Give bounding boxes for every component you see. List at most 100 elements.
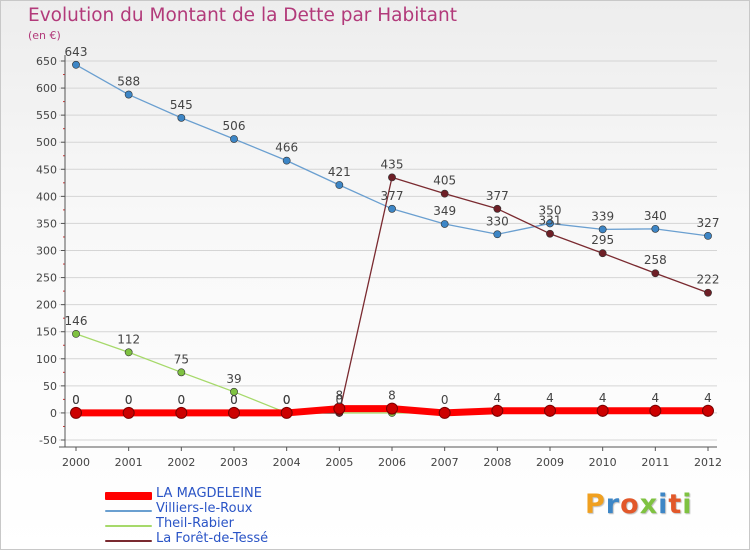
- data-label: 146: [65, 314, 88, 328]
- data-label: 377: [381, 189, 404, 203]
- data-label: 506: [223, 119, 246, 133]
- logo-letter: P: [585, 489, 606, 520]
- legend-label-foret: La Forêt-de-Tessé: [156, 531, 269, 546]
- x-tick-label: 2009: [536, 456, 564, 469]
- data-label: 4: [704, 391, 712, 405]
- data-label: 330: [486, 214, 509, 228]
- data-label: 0: [283, 393, 291, 407]
- data-point: [228, 406, 240, 419]
- x-tick-label: 2011: [641, 456, 669, 469]
- legend-item-magdeleine: LA MAGDELEINE: [105, 486, 262, 503]
- x-tick-label: 2001: [115, 456, 143, 469]
- data-label: 0: [178, 393, 186, 407]
- x-tick-label: 2004: [273, 456, 301, 469]
- data-label: 0: [283, 393, 291, 407]
- y-tick-label: 400: [36, 190, 57, 203]
- legend-item-villiers: Villiers-le-Roux: [105, 501, 253, 518]
- y-tick-label: 650: [36, 55, 57, 68]
- legend-label-villiers: Villiers-le-Roux: [156, 501, 253, 516]
- data-point: [651, 224, 660, 233]
- data-point: [704, 231, 712, 240]
- data-label: 466: [275, 141, 298, 155]
- data-label: 0: [125, 393, 133, 407]
- y-tick-label: 350: [36, 217, 57, 230]
- data-label: 4: [546, 391, 554, 405]
- x-tick-label: 2007: [431, 456, 459, 469]
- data-point: [72, 329, 80, 338]
- y-tick-label: 450: [36, 163, 57, 176]
- legend-swatch-foret: [105, 540, 152, 542]
- data-label: 295: [591, 233, 614, 247]
- data-label: 0: [230, 393, 238, 407]
- y-tick-label: 600: [36, 82, 57, 95]
- data-point: [440, 220, 449, 228]
- data-label: 258: [644, 253, 667, 267]
- y-tick-label: 100: [36, 353, 57, 366]
- data-label: 0: [283, 393, 291, 407]
- data-point: [333, 402, 346, 415]
- data-label: 4: [599, 391, 607, 405]
- data-label: 435: [381, 157, 404, 171]
- data-point: [124, 348, 133, 357]
- proxiti-logo: Proxiti: [585, 489, 693, 520]
- data-label: 339: [591, 209, 614, 223]
- legend-swatch-theil: [105, 525, 152, 527]
- data-point: [596, 404, 609, 417]
- legend-label-theil: Theil-Rabier: [156, 516, 235, 531]
- data-label: 112: [117, 332, 140, 346]
- y-tick-label: 550: [36, 109, 57, 122]
- data-label: 327: [697, 216, 720, 230]
- data-point: [491, 404, 504, 417]
- data-point: [175, 406, 188, 419]
- y-tick-label: 50: [43, 380, 57, 393]
- data-label: 643: [65, 45, 88, 59]
- data-point: [598, 225, 607, 234]
- data-label: 0: [72, 393, 80, 407]
- data-point: [546, 229, 554, 238]
- x-tick-label: 2005: [325, 456, 353, 469]
- x-tick-label: 2006: [378, 456, 406, 469]
- logo-letter: t: [668, 489, 683, 520]
- logo-letter: r: [605, 489, 621, 520]
- data-label: 0: [178, 393, 186, 407]
- legend-item-foret: La Forêt-de-Tessé: [105, 531, 268, 548]
- data-point: [651, 269, 660, 278]
- logo-letter: x: [639, 489, 659, 520]
- legend-swatch-villiers: [105, 510, 152, 512]
- data-point: [546, 219, 554, 228]
- data-point: [386, 402, 398, 415]
- y-tick-label: 200: [36, 299, 57, 312]
- data-point: [335, 181, 344, 189]
- data-label: 222: [697, 273, 720, 287]
- chart-title: Evolution du Montant de la Dette par Hab…: [28, 5, 457, 26]
- data-point: [280, 406, 293, 419]
- y-tick-label: 150: [36, 326, 57, 339]
- data-point: [702, 404, 714, 417]
- legend-swatch-magdeleine: [105, 492, 152, 500]
- data-point: [122, 406, 135, 419]
- y-tick-label: 500: [36, 136, 57, 149]
- logo-letter: i: [682, 489, 693, 520]
- data-label: 0: [230, 393, 238, 407]
- data-label: 421: [328, 165, 351, 179]
- data-label: 0: [336, 393, 344, 407]
- data-point: [704, 288, 712, 297]
- y-tick-label: 250: [36, 272, 57, 285]
- data-label: 75: [174, 352, 189, 366]
- data-point: [649, 404, 662, 417]
- data-point: [72, 60, 80, 69]
- data-label: 0: [125, 393, 133, 407]
- logo-letter: i: [658, 489, 669, 520]
- x-tick-label: 2002: [167, 456, 195, 469]
- data-point: [438, 406, 451, 419]
- data-point: [493, 230, 502, 239]
- y-tick-label: 0: [50, 407, 57, 420]
- data-label: 0: [441, 393, 449, 407]
- data-label: 349: [433, 204, 456, 218]
- data-label: 8: [336, 389, 344, 403]
- data-point: [282, 156, 291, 165]
- data-label: 8: [388, 389, 396, 403]
- data-label: 545: [170, 98, 193, 112]
